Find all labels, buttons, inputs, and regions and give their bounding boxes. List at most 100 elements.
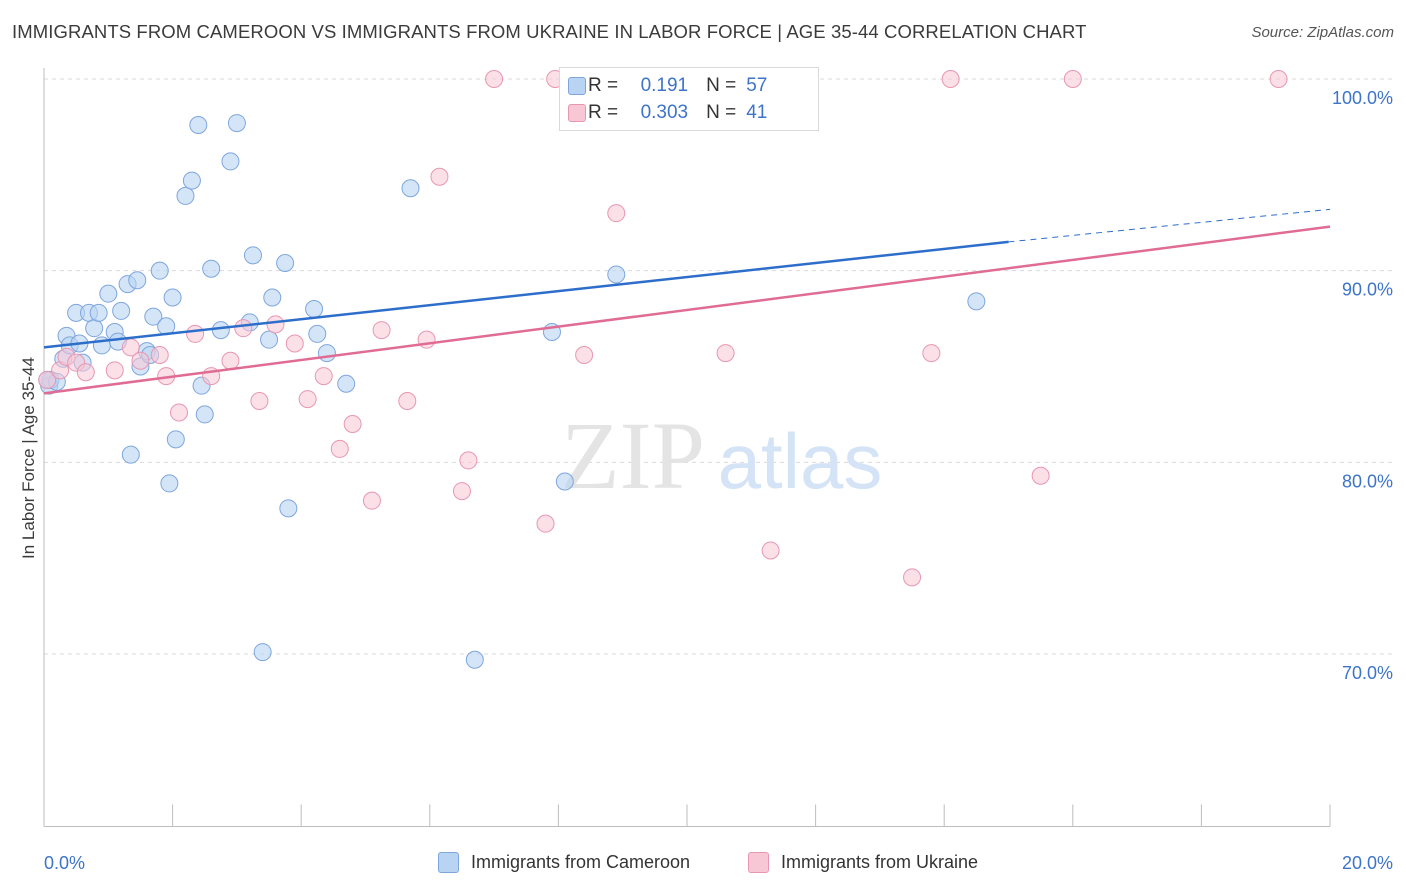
ukraine-point [38,370,57,389]
legend-swatch-ukraine [568,104,586,122]
cameroon-point [121,445,140,464]
cameroon-point [260,330,279,349]
ukraine-point [536,514,555,533]
cameroon-point [305,300,324,318]
y-tick-label: 100.0% [1332,88,1393,108]
cameroon-point [166,430,185,449]
cameroon-point [263,288,282,307]
ukraine-point [330,439,349,458]
cameroon-point [89,303,108,322]
legend-n-label: N = [706,102,737,123]
tick-labels: 70.0% 80.0% 90.0% 100.0% 0.0% 20.0% [44,88,1393,873]
cameroon-point [160,474,179,493]
ukraine-point [372,321,391,340]
x-tick-label-min: 0.0% [44,853,85,873]
ukraine-point [1031,466,1050,485]
cameroon-swatch [438,852,459,873]
legend-r-value-ukraine: 0.303 [640,102,689,123]
chart-title: IMMIGRANTS FROM CAMEROON VS IMMIGRANTS F… [12,21,1087,42]
ukraine-point [761,541,780,560]
ukraine-point [150,346,169,364]
ukraine-point [1269,70,1288,88]
ukraine-point [221,351,240,370]
ukraine-point [941,70,960,88]
cameroon-points [38,70,986,669]
legend-r-label: R = [588,75,619,96]
ukraine-point [76,363,95,382]
y-tick-label: 70.0% [1342,663,1393,683]
ukraine-point [398,392,417,410]
watermark-atlas: atlas [718,417,883,505]
cameroon-point [317,344,336,363]
ukraine-point [607,204,626,223]
legend-n-label: N = [706,75,737,96]
series-legend-ukraine[interactable]: Immigrants from Ukraine [748,852,978,873]
watermark-zip: ZIP [561,402,705,509]
cameroon-point [253,643,272,662]
cameroon-point [243,246,262,265]
ukraine-point [186,324,205,343]
ukraine-point [234,319,253,338]
ukraine-swatch [748,852,769,873]
ukraine-point [343,415,362,433]
cameroon-point [189,116,208,134]
cameroon-point [465,650,484,669]
series-legend: Immigrants from Cameroon Immigrants from… [0,852,1406,878]
ukraine-points [38,70,1288,587]
watermark: ZIP atlas [561,402,882,509]
ukraine-point [922,344,941,363]
cameroon-point [144,307,163,326]
cameroon-point [227,114,246,133]
ukraine-point [362,491,381,510]
y-tick-label: 90.0% [1342,280,1393,300]
cameroon-point [112,301,131,320]
ukraine-point [266,315,285,334]
ukraine-point [285,334,304,353]
ukraine-point [575,346,594,364]
source-label: Source: ZipAtlas.com [1251,24,1394,41]
ukraine-point [314,367,333,386]
ukraine-point [716,344,735,363]
cameroon-point [276,254,295,272]
cameroon-point [150,261,169,280]
cameroon-point [163,288,182,307]
cameroon-point [337,374,356,393]
ukraine-point [170,403,189,422]
cameroon-point [176,186,195,205]
cameroon-point [967,292,986,311]
ukraine-trend-line [43,225,1331,395]
cameroon-point [211,321,230,340]
cameroon-point [555,472,574,491]
legend-row-ukraine: R = 0.303 N = 41 [568,100,768,126]
ukraine-point [452,482,471,501]
cameroon-point [221,152,240,171]
series-legend-cameroon[interactable]: Immigrants from Cameroon [438,852,690,873]
cameroon-point [308,324,327,343]
axes [43,68,1331,827]
ukraine-point [485,70,504,88]
ukraine-point [1063,70,1082,88]
cameroon-point [195,405,214,424]
legend-swatch-cameroon [568,77,586,95]
ukraine-point [903,568,922,587]
legend-r-label: R = [588,102,619,123]
cameroon-point [279,499,298,518]
cameroon-trend-extension [1008,208,1331,243]
ukraine-point [298,390,317,409]
cameroon-point [128,271,147,290]
cameroon-legend-label: Immigrants from Cameroon [471,852,691,872]
trend-lines [43,208,1331,395]
y-tick-label: 80.0% [1342,471,1393,491]
cameroon-point [607,265,626,284]
ukraine-point [250,392,269,410]
correlation-legend: R = 0.191 N = 57 R = 0.303 N = 41 [559,67,819,131]
ukraine-point [430,167,449,186]
cameroon-point [401,179,420,198]
cameroon-point [85,319,104,338]
cameroon-point [99,284,118,303]
ukraine-legend-label: Immigrants from Ukraine [781,852,979,872]
legend-r-value-cameroon: 0.191 [640,75,689,96]
legend-n-value-ukraine: 41 [746,102,768,123]
x-tick-label-max: 20.0% [1342,853,1393,873]
